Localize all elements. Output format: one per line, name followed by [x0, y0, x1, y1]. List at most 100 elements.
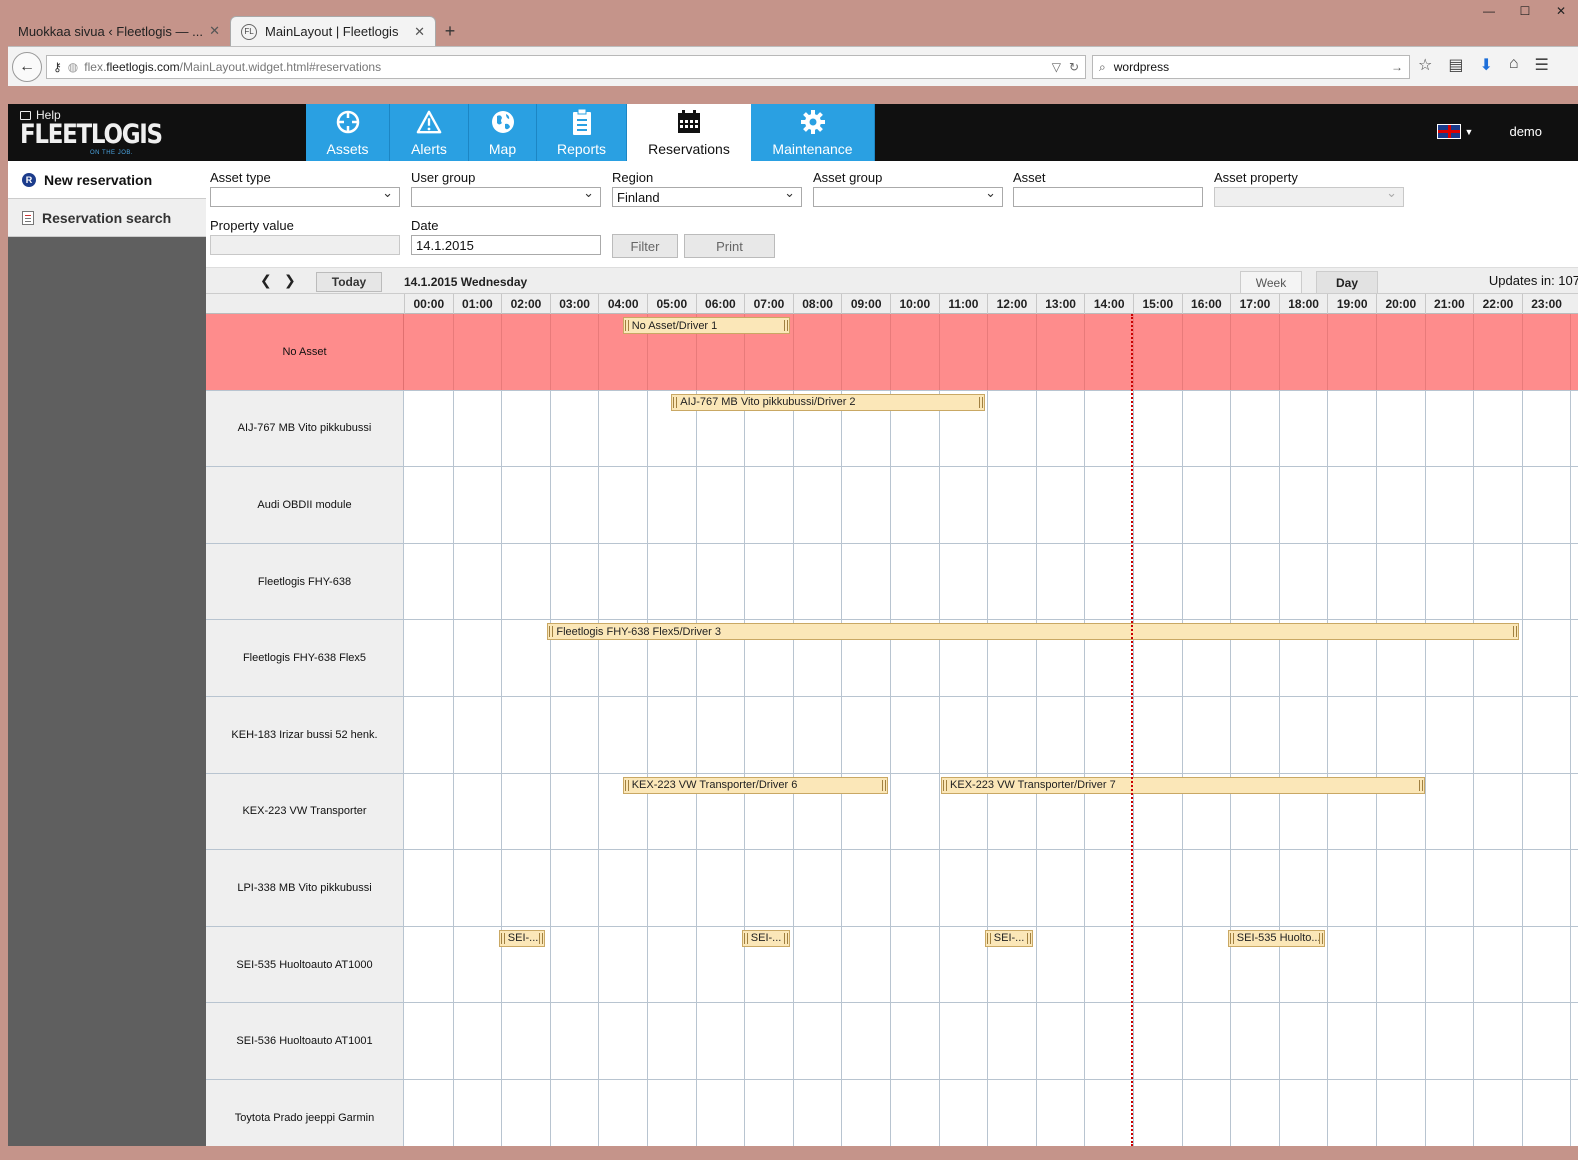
tab-close-icon[interactable]: ✕ — [209, 23, 220, 38]
hour-gridline — [1084, 697, 1086, 773]
hour-gridline — [549, 850, 551, 926]
dropdown-arrow-icon[interactable]: ▽ — [1051, 60, 1061, 74]
next-day-icon[interactable]: ❯ — [284, 272, 296, 288]
hour-gridline — [1376, 390, 1377, 467]
reservation-event[interactable]: No Asset/Driver 1 — [622, 317, 791, 334]
download-icon[interactable]: ⬇ — [1479, 57, 1493, 74]
tab-map[interactable]: Map — [469, 104, 537, 161]
hour-gridline — [1230, 697, 1232, 773]
day-view-tab[interactable]: Day — [1316, 271, 1378, 294]
reservation-event[interactable]: SEI-... — [984, 929, 1034, 947]
hour-gridline — [1376, 543, 1377, 620]
hour-gridline — [1133, 773, 1134, 850]
reservation-event[interactable]: SEI-535 Huolto... — [1227, 929, 1325, 947]
hour-gridline — [598, 620, 600, 696]
reservation-event[interactable]: AIJ-767 MB Vito pikkubussi/Driver 2 — [671, 393, 985, 411]
new-tab-icon[interactable]: + — [444, 20, 456, 41]
bookmark-star-icon[interactable]: ☆ — [1418, 57, 1433, 74]
sidebar-item-reservation-search[interactable]: Reservation search — [8, 199, 206, 237]
tab-reservations[interactable]: Reservations — [627, 104, 751, 161]
sidebar-item-new-reservation[interactable]: R New reservation — [8, 161, 206, 199]
date-input[interactable]: 14.1.2015 — [411, 235, 601, 255]
reservation-event[interactable]: KEX-223 VW Transporter/Driver 7 — [941, 776, 1425, 794]
globe-icon — [490, 109, 516, 135]
reading-list-icon[interactable]: ▤ — [1448, 57, 1464, 74]
search-go-icon[interactable]: → — [1391, 60, 1403, 74]
hour-gridline — [938, 620, 940, 696]
asset-input[interactable] — [1013, 187, 1203, 207]
week-view-tab[interactable]: Week — [1240, 271, 1302, 294]
reservation-event[interactable]: SEI-... — [741, 929, 791, 947]
maximize-icon[interactable]: ☐ — [1519, 4, 1531, 18]
hour-gridline — [841, 1003, 843, 1079]
hour-gridline — [938, 850, 940, 926]
tab-maintenance[interactable]: Maintenance — [751, 104, 875, 161]
today-button[interactable]: Today — [316, 272, 382, 292]
hour-gridline — [452, 390, 454, 467]
hour-gridline — [1327, 620, 1329, 696]
asset-group-select[interactable] — [813, 185, 1003, 207]
hour-gridline — [938, 390, 940, 467]
reservation-event[interactable]: SEI-... — [498, 929, 545, 947]
user-group-select[interactable] — [411, 185, 601, 207]
hour-gridline — [841, 850, 843, 926]
hour-gridline — [744, 390, 746, 467]
hour-gridline — [792, 1080, 794, 1146]
user-menu[interactable]: demo — [1509, 124, 1542, 139]
tab-alerts[interactable]: Alerts — [390, 104, 469, 161]
fleetlogis-favicon-icon: FL — [241, 23, 257, 40]
user-group-label: User group — [411, 170, 476, 185]
asset-type-select[interactable] — [210, 185, 400, 207]
hour-gridline — [647, 1080, 648, 1146]
prev-day-icon[interactable]: ❮ — [260, 272, 272, 288]
hour-gridline — [695, 773, 697, 850]
browser-tab-active[interactable]: FL MainLayout | Fleetlogis ✕ — [230, 16, 436, 46]
browser-tab[interactable]: Muokkaa sivua ‹ Fleetlogis — ... ✕ — [8, 16, 230, 46]
reload-icon[interactable]: ↻ — [1068, 60, 1079, 74]
reservation-event[interactable]: KEX-223 VW Transporter/Driver 6 — [622, 776, 888, 794]
hour-gridline — [1133, 926, 1134, 1003]
url-text: flex.fleetlogis.com/MainLayout.widget.ht… — [84, 60, 382, 74]
back-button[interactable]: ← — [12, 51, 42, 82]
calendar-icon — [676, 109, 702, 135]
language-selector[interactable]: ▼ — [1436, 124, 1473, 139]
hour-gridline — [1181, 390, 1183, 467]
hour-gridline — [841, 314, 843, 390]
hour-gridline — [1473, 620, 1475, 696]
hour-gridline — [1570, 1080, 1572, 1146]
hour-gridline — [792, 543, 794, 620]
property-value-label: Property value — [210, 218, 294, 233]
asset-group-label: Asset group — [813, 170, 883, 185]
search-icon: ⌕ — [1099, 59, 1106, 74]
hour-gridline — [695, 314, 697, 390]
print-button[interactable]: Print — [684, 234, 775, 258]
hour-gridline — [1327, 697, 1329, 773]
address-bar[interactable]: ⚷ ◍ flex.fleetlogis.com/MainLayout.widge… — [46, 55, 1086, 79]
hour-gridline — [1230, 926, 1232, 1003]
minimize-icon[interactable]: — — [1483, 4, 1495, 18]
home-icon[interactable]: ⌂ — [1508, 55, 1519, 72]
hour-label: 14:00 — [1084, 294, 1133, 314]
document-icon — [22, 210, 34, 225]
hour-gridline — [792, 314, 794, 390]
hour-gridline — [1133, 697, 1134, 773]
hour-gridline — [792, 697, 794, 773]
close-window-icon[interactable]: ✕ — [1555, 4, 1567, 18]
hour-gridline — [744, 314, 746, 390]
hour-gridline — [792, 926, 794, 1003]
hour-gridline — [841, 620, 843, 696]
hour-gridline — [1278, 467, 1280, 543]
search-bar[interactable]: ⌕ wordpress → — [1092, 55, 1410, 79]
filter-button[interactable]: Filter — [612, 234, 678, 258]
tab-assets[interactable]: Assets — [306, 104, 390, 161]
tab-close-icon[interactable]: ✕ — [414, 23, 425, 39]
region-select[interactable]: Finland — [612, 185, 802, 207]
hour-gridline — [890, 543, 891, 620]
asset-row-name: KEH-183 Irizar bussi 52 henk. — [206, 697, 404, 773]
help-link[interactable]: Help — [20, 108, 187, 122]
hour-gridline — [1570, 543, 1572, 620]
hour-gridline — [1570, 850, 1572, 926]
menu-icon[interactable]: ☰ — [1534, 57, 1549, 74]
reservation-event[interactable]: Fleetlogis FHY-638 Flex5/Driver 3 — [547, 623, 1520, 641]
tab-reports[interactable]: Reports — [537, 104, 627, 161]
